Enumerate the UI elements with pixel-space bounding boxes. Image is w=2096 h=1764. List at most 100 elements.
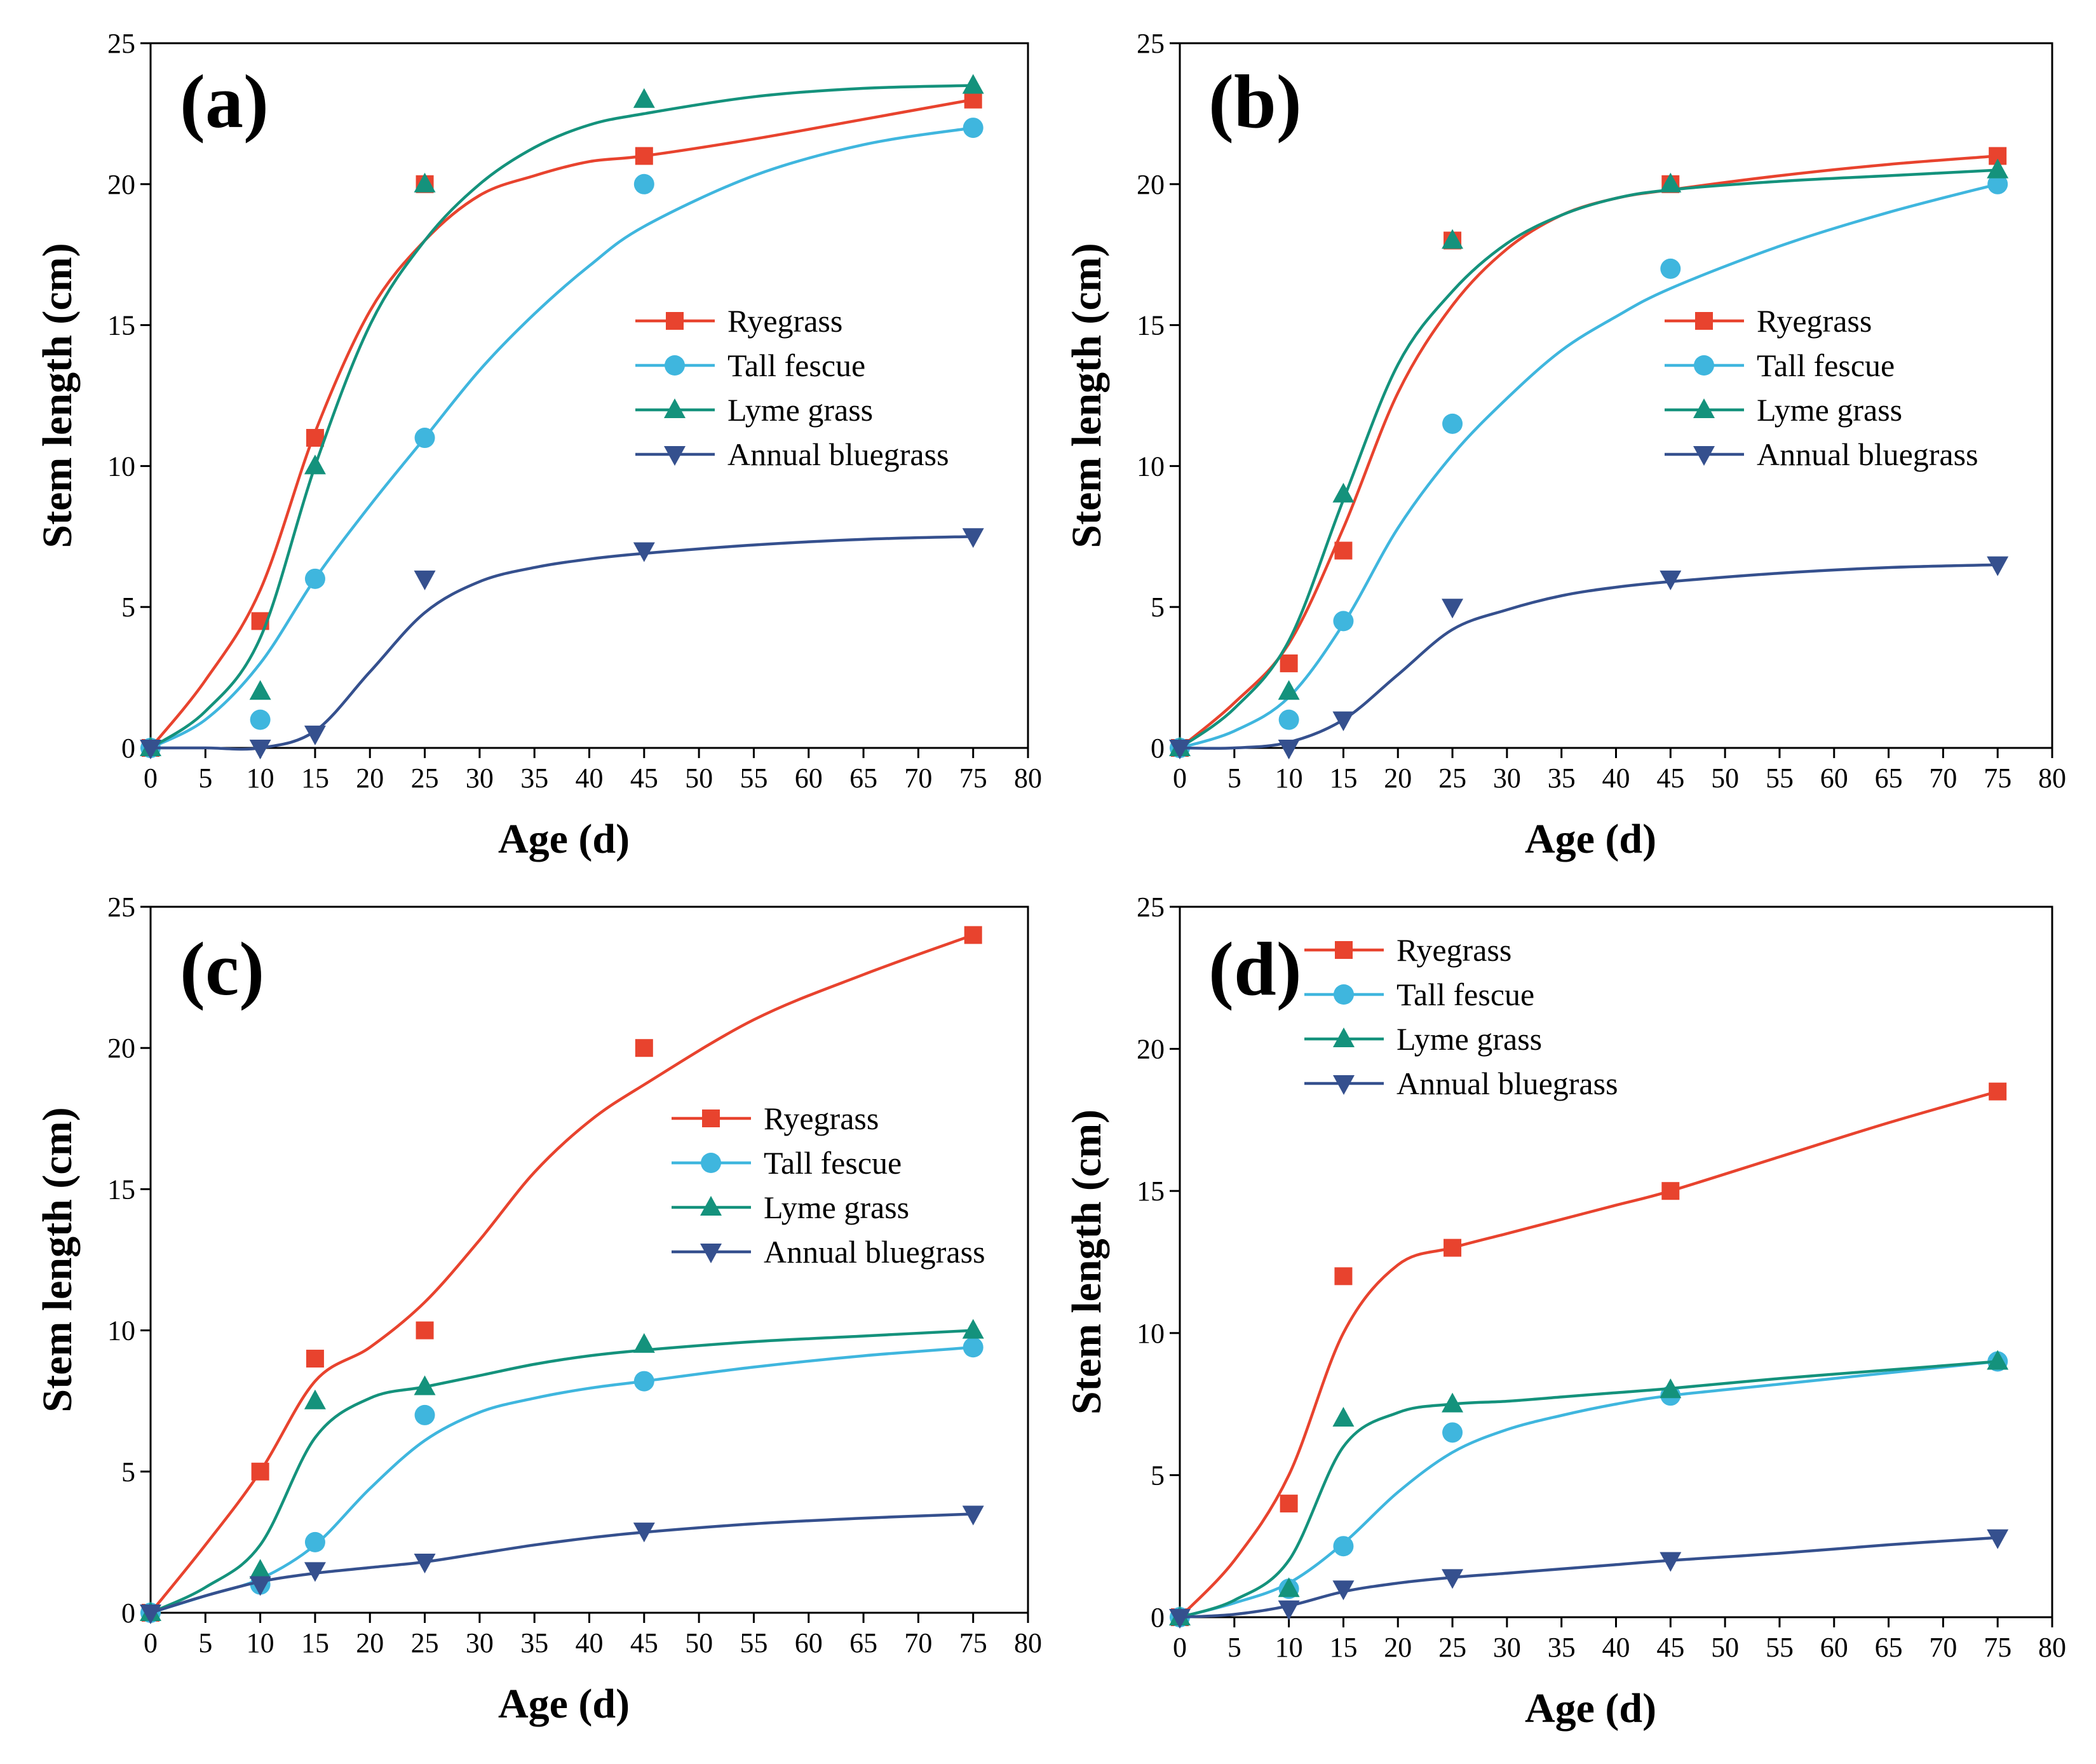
x-tick-label: 75 (959, 1627, 987, 1659)
data-point-ryegrass (1280, 654, 1298, 672)
x-tick-label: 30 (1493, 763, 1521, 794)
legend: Ryegrass Tall fescue Lyme grass Annual blue… (1665, 303, 1978, 472)
y-axis-title: Stem length (cm) (34, 1107, 81, 1412)
data-point-ryegrass (635, 1039, 653, 1057)
legend-label: Annual bluegrass (1396, 1066, 1618, 1101)
data-point-ryegrass (416, 1321, 434, 1340)
fit-line-annual-bluegrass (150, 1512, 973, 1615)
data-point-annual-bluegrass (304, 1562, 326, 1582)
chart-panel-3: 0 5 10 15 20 25 30 35 40 45 50 55 60 65 70 75 80 0 5 10 15 20… (34, 892, 1042, 1727)
data-point-tall-fescue (304, 568, 325, 589)
legend-label: Tall fescue (1396, 977, 1534, 1012)
data-point-ryegrass (306, 1350, 324, 1368)
legend-label: Tall fescue (727, 348, 865, 383)
data-point-annual-bluegrass (962, 1505, 984, 1526)
y-tick-label: 10 (1137, 451, 1165, 482)
x-tick-label: 50 (1711, 763, 1739, 794)
data-point-annual-bluegrass (962, 528, 984, 548)
y-tick-label: 10 (107, 1315, 135, 1347)
x-tick-label: 30 (466, 1627, 494, 1659)
data-point-lyme-grass (1660, 172, 1682, 193)
x-tick-label: 20 (356, 1627, 384, 1659)
legend-marker (1334, 984, 1354, 1005)
data-point-annual-bluegrass (1169, 740, 1191, 759)
x-tick-label: 45 (630, 1627, 658, 1659)
data-point-tall-fescue (414, 428, 435, 449)
data-point-tall-fescue (250, 709, 271, 730)
x-tick-label: 45 (1656, 1632, 1684, 1663)
x-tick-label: 15 (1329, 1632, 1357, 1663)
fit-line-annual-bluegrass (151, 535, 973, 751)
fit-line-ryegrass (1179, 1090, 1998, 1618)
plot-frame (1179, 42, 2053, 749)
x-tick-label: 40 (1602, 763, 1630, 794)
y-tick-label: 5 (121, 1456, 135, 1488)
fit-line-lyme-grass (150, 1329, 973, 1615)
panel-label: (a) (180, 59, 269, 144)
data-point-annual-bluegrass (1660, 570, 1682, 590)
data-point-tall-fescue (633, 173, 654, 194)
fit-line-tall-fescue (150, 1346, 973, 1615)
data-point-lyme-grass (304, 1389, 326, 1409)
data-point-annual-bluegrass (1278, 1600, 1300, 1620)
legend-label: Ryegrass (1757, 303, 1872, 339)
x-tick-label: 25 (411, 763, 439, 794)
x-tick-label: 50 (685, 1627, 713, 1659)
fit-line-lyme-grass (149, 84, 973, 749)
x-axis-title: Age (d) (498, 816, 630, 862)
legend-label: Annual bluegrass (727, 437, 949, 472)
x-tick-label: 5 (1227, 763, 1241, 794)
x-tick-label: 65 (1875, 763, 1903, 794)
x-tick-label: 70 (904, 1627, 932, 1659)
chart-panel-4: 0 5 10 15 20 25 30 35 40 45 50 55 60 65 70 75 80 0 5 10 15 20… (1064, 892, 2066, 1732)
legend: Ryegrass Tall fescue Lyme grass Annual blue… (672, 1101, 985, 1270)
legend-marker (1333, 1075, 1355, 1095)
fit-line-tall-fescue (149, 126, 974, 750)
x-tick-label: 25 (1438, 1632, 1466, 1663)
x-tick-label: 55 (1766, 763, 1794, 794)
legend-label: Lyme grass (1757, 392, 1902, 428)
y-tick-label: 20 (107, 169, 135, 200)
y-tick-label: 5 (1151, 592, 1165, 623)
fit-line-lyme-grass (1179, 168, 1998, 749)
x-tick-label: 35 (1548, 1632, 1576, 1663)
x-axis-title: Age (d) (1525, 816, 1656, 862)
x-tick-label: 10 (247, 763, 274, 794)
data-point-annual-bluegrass (414, 1554, 436, 1574)
y-axis-title: Stem length (cm) (1064, 1109, 1110, 1415)
x-tick-label: 0 (144, 1627, 158, 1659)
x-tick-label: 45 (1656, 763, 1684, 794)
data-point-lyme-grass (1442, 229, 1464, 249)
data-point-tall-fescue (1442, 1422, 1463, 1443)
x-tick-label: 65 (849, 1627, 877, 1659)
y-tick-label: 0 (1151, 1602, 1165, 1633)
legend-marker (700, 1196, 722, 1216)
legend-marker (702, 1109, 720, 1127)
x-tick-label: 5 (198, 763, 212, 794)
x-tick-label: 15 (301, 763, 329, 794)
data-point-lyme-grass (633, 88, 655, 108)
chart-panel-2: 0 5 10 15 20 25 30 35 40 45 50 55 60 65 70 75 80 0 5 10 15 20… (1064, 28, 2066, 862)
chart-panel-1: 0 5 10 15 20 25 30 35 40 45 50 55 60 65 70 75 80 0 5 10 15 20… (34, 28, 1042, 862)
legend-label: Lyme grass (727, 392, 873, 428)
x-tick-label: 70 (1929, 763, 1957, 794)
data-point-annual-bluegrass (1442, 1569, 1464, 1589)
data-point-lyme-grass (1332, 1406, 1355, 1427)
y-tick-label: 25 (107, 28, 135, 59)
data-point-lyme-grass (414, 172, 436, 193)
y-tick-label: 15 (1137, 310, 1165, 341)
y-tick-label: 10 (1137, 1318, 1165, 1349)
legend-label: Tall fescue (764, 1145, 902, 1181)
legend-label: Annual bluegrass (764, 1234, 985, 1270)
data-point-tall-fescue (1333, 1536, 1354, 1557)
panel-label: (c) (180, 926, 264, 1011)
data-point-ryegrass (635, 147, 653, 165)
legend-marker (1694, 355, 1714, 376)
fit-line-annual-bluegrass (1179, 563, 1998, 750)
x-tick-label: 80 (1014, 1627, 1042, 1659)
x-tick-label: 55 (740, 1627, 767, 1659)
x-tick-label: 30 (466, 763, 494, 794)
data-point-lyme-grass (633, 1333, 655, 1353)
x-tick-label: 25 (411, 1627, 439, 1659)
